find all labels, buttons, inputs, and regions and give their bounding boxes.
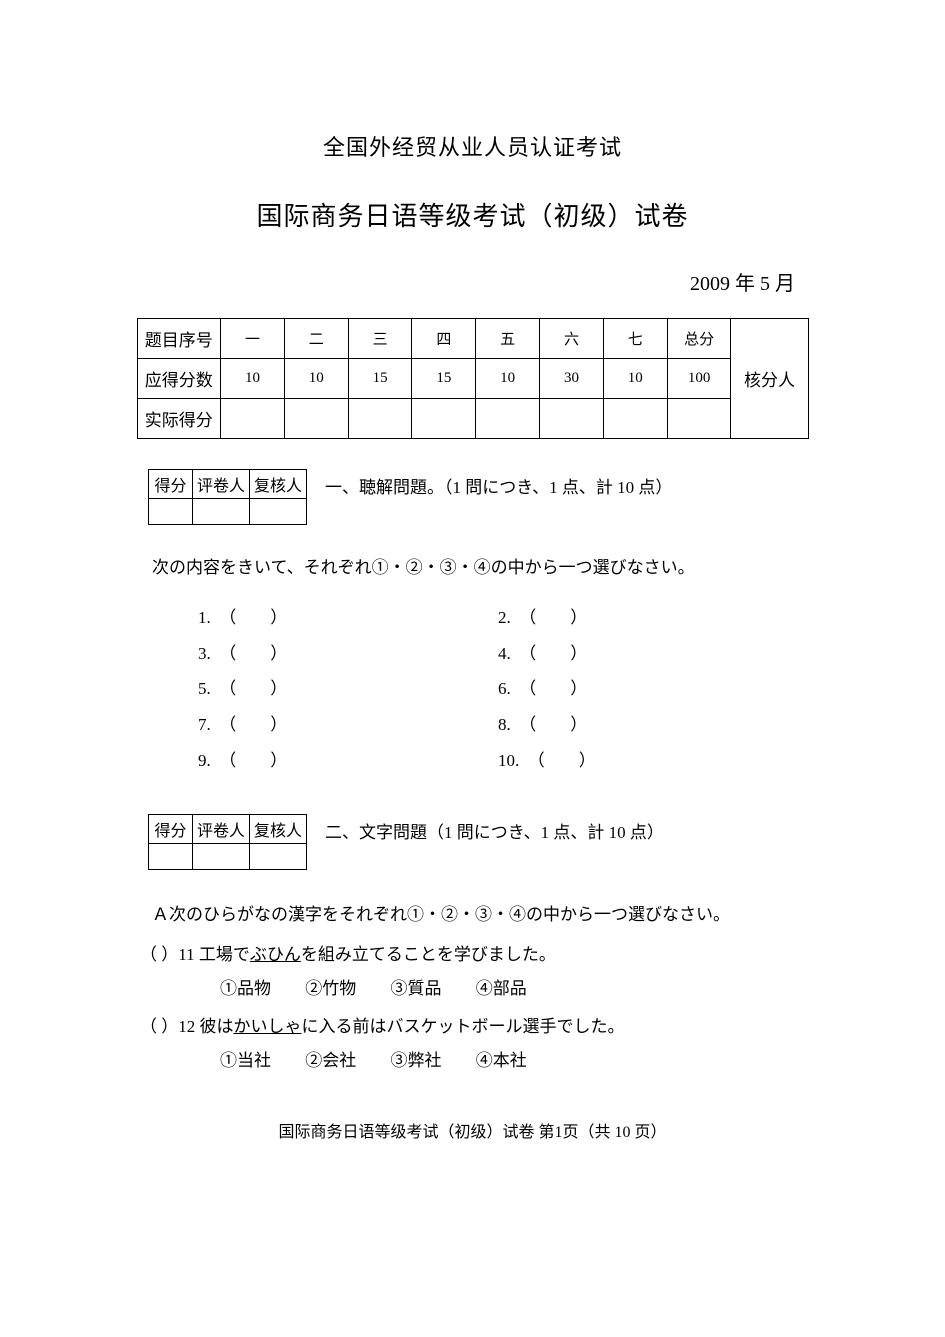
reviewer-cell: 核分人 [731, 319, 808, 439]
table-row [149, 844, 307, 870]
actual-score-cell [476, 399, 540, 439]
answer-row: 7. （ ） 8. （ ） [198, 707, 815, 743]
q12-choices: ①当社 ②会社 ③弊社 ④本社 [220, 1044, 815, 1078]
q12-prefix: （ ）12 彼は [140, 1017, 234, 1036]
mini-header: 得分 [149, 470, 193, 499]
row-label: 应得分数 [137, 359, 221, 399]
answer-blank: 5. （ ） [198, 671, 498, 707]
choice: ④部品 [476, 979, 527, 998]
actual-score-cell [284, 399, 348, 439]
answer-blank: 6. （ ） [498, 671, 758, 707]
points-cell: 10 [476, 359, 540, 399]
mini-cell [250, 844, 307, 870]
answer-blank: 1. （ ） [198, 600, 498, 636]
choice: ③質品 [391, 979, 442, 998]
section2-header-row: 得分 评卷人 复核人 二、文字問題（1 問につき、1 点、計 10 点） [148, 814, 815, 870]
points-cell: 10 [221, 359, 285, 399]
q11-choices: ①品物 ②竹物 ③質品 ④部品 [220, 972, 815, 1006]
choice: ②竹物 [305, 979, 356, 998]
points-cell: 15 [412, 359, 476, 399]
exam-date: 2009 年 5 月 [130, 267, 795, 296]
mini-header: 评卷人 [193, 470, 250, 499]
section1-instruction: 次の内容をきいて、それぞれ①・②・③・④の中から一つ選びなさい。 [152, 553, 815, 578]
mini-cell [193, 499, 250, 525]
col-header: 三 [348, 319, 412, 359]
answer-row: 3. （ ） 4. （ ） [198, 636, 815, 672]
mini-header: 得分 [149, 815, 193, 844]
q12-underlined: かいしゃ [234, 1017, 302, 1036]
actual-score-cell [667, 399, 731, 439]
points-cell: 15 [348, 359, 412, 399]
table-row: 实际得分 [137, 399, 808, 439]
section2-title: 二、文字問題（1 問につき、1 点、計 10 点） [325, 818, 664, 843]
actual-score-cell [348, 399, 412, 439]
exam-main-title: 国际商务日语等级考试（初级）试卷 [130, 196, 815, 233]
answer-blank: 9. （ ） [198, 743, 498, 779]
col-header: 一 [221, 319, 285, 359]
mini-cell [149, 499, 193, 525]
row-label: 实际得分 [137, 399, 221, 439]
section2-sub-instruction: Ａ次のひらがなの漢字をそれぞれ①・②・③・④の中から一つ選びなさい。 [152, 898, 815, 932]
answer-blank: 2. （ ） [498, 600, 758, 636]
actual-score-cell [603, 399, 667, 439]
mini-header: 评卷人 [193, 815, 250, 844]
answer-row: 9. （ ） 10. （ ） [198, 743, 815, 779]
col-header: 二 [284, 319, 348, 359]
section-score-table: 得分 评卷人 复核人 [148, 814, 307, 870]
actual-score-cell [412, 399, 476, 439]
choice: ④本社 [476, 1051, 527, 1070]
points-cell: 30 [540, 359, 604, 399]
exam-org-title: 全国外经贸从业人员认证考试 [130, 130, 815, 162]
actual-score-cell [540, 399, 604, 439]
q12-suffix: に入る前はバスケットボール選手でした。 [302, 1017, 625, 1036]
page-footer: 国际商务日语等级考试（初级）试卷 第1页（共 10 页） [130, 1118, 815, 1142]
col-header: 总分 [667, 319, 731, 359]
section2-questions: Ａ次のひらがなの漢字をそれぞれ①・②・③・④の中から一つ選びなさい。 （ ）11… [152, 898, 815, 1078]
mini-cell [250, 499, 307, 525]
section-score-table: 得分 评卷人 复核人 [148, 469, 307, 525]
q11-suffix: を組み立てることを学びました。 [301, 945, 556, 964]
col-header: 四 [412, 319, 476, 359]
choice: ②会社 [305, 1051, 356, 1070]
answer-grid: 1. （ ） 2. （ ） 3. （ ） 4. （ ） 5. （ ） 6. （ … [198, 600, 815, 778]
score-summary-table: 题目序号 一 二 三 四 五 六 七 总分 核分人 应得分数 10 10 15 … [137, 318, 809, 439]
answer-row: 1. （ ） 2. （ ） [198, 600, 815, 636]
section1-header-row: 得分 评卷人 复核人 一、聴解問題。（1 問につき、1 点、計 10 点） [148, 469, 815, 525]
answer-row: 5. （ ） 6. （ ） [198, 671, 815, 707]
q11-prefix: （ ）11 工場で [140, 945, 250, 964]
table-row [149, 499, 307, 525]
col-header: 六 [540, 319, 604, 359]
actual-score-cell [221, 399, 285, 439]
col-header: 七 [603, 319, 667, 359]
mini-header: 复核人 [250, 815, 307, 844]
mini-header: 复核人 [250, 470, 307, 499]
answer-blank: 8. （ ） [498, 707, 758, 743]
choice: ③弊社 [391, 1051, 442, 1070]
choice: ①品物 [220, 979, 271, 998]
section1-title: 一、聴解問題。（1 問につき、1 点、計 10 点） [325, 473, 672, 498]
mini-cell [149, 844, 193, 870]
answer-blank: 4. （ ） [498, 636, 758, 672]
table-row: 得分 评卷人 复核人 [149, 470, 307, 499]
table-row: 题目序号 一 二 三 四 五 六 七 总分 核分人 [137, 319, 808, 359]
points-cell: 10 [284, 359, 348, 399]
answer-blank: 10. （ ） [498, 743, 758, 779]
choice: ①当社 [220, 1051, 271, 1070]
row-label: 题目序号 [137, 319, 221, 359]
answer-blank: 3. （ ） [198, 636, 498, 672]
answer-blank: 7. （ ） [198, 707, 498, 743]
col-header: 五 [476, 319, 540, 359]
question-12: （ ）12 彼はかいしゃに入る前はバスケットボール選手でした。 [140, 1010, 815, 1044]
points-cell: 10 [603, 359, 667, 399]
points-cell: 100 [667, 359, 731, 399]
table-row: 得分 评卷人 复核人 [149, 815, 307, 844]
q11-underlined: ぶひん [250, 945, 301, 964]
question-11: （ ）11 工場でぶひんを組み立てることを学びました。 [140, 938, 815, 972]
mini-cell [193, 844, 250, 870]
table-row: 应得分数 10 10 15 15 10 30 10 100 [137, 359, 808, 399]
